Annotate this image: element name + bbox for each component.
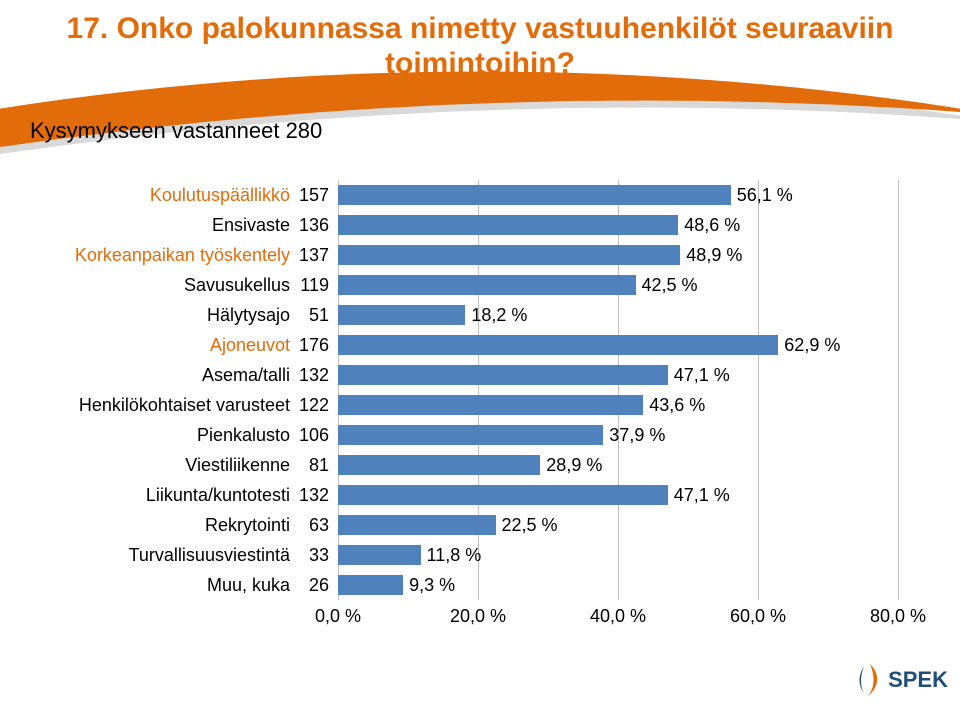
bar-row: 28,9 %: [338, 450, 602, 480]
bar: [338, 395, 643, 415]
bar: [338, 275, 636, 295]
bar-row: 11,8 %: [338, 540, 481, 570]
value-label: 22,5 %: [502, 515, 558, 536]
category-label: Rekrytointi: [60, 510, 290, 540]
category-label: Muu, kuka: [60, 570, 290, 600]
bar-row: 62,9 %: [338, 330, 840, 360]
subtitle: Kysymykseen vastanneet 280: [30, 118, 322, 144]
count-label: 157: [291, 180, 329, 210]
bar: [338, 545, 421, 565]
value-label: 62,9 %: [784, 335, 840, 356]
category-label: Ensivaste: [60, 210, 290, 240]
count-label: 176: [291, 330, 329, 360]
value-label: 43,6 %: [649, 395, 705, 416]
bar: [338, 575, 403, 595]
counts-column: 1571361371195117613212210681132633326: [291, 180, 329, 600]
plot-area: 56,1 % 48,6 % 48,9 % 42,5 % 18,2 % 62,9 % 47,1…: [338, 180, 898, 650]
x-axis-tick: 40,0 %: [590, 606, 646, 627]
x-axis-tick: 60,0 %: [730, 606, 786, 627]
bar-row: 47,1 %: [338, 360, 730, 390]
count-label: 63: [291, 510, 329, 540]
grid-line: [898, 180, 899, 600]
category-label: Koulutuspäällikkö: [60, 180, 290, 210]
value-label: 37,9 %: [609, 425, 665, 446]
title-line-1: 17. Onko palokunnassa nimetty vastuuhenk…: [0, 12, 960, 47]
page-title: 17. Onko palokunnassa nimetty vastuuhenk…: [0, 12, 960, 81]
category-label: Liikunta/kuntotesti: [60, 480, 290, 510]
category-label: Viestiliikenne: [60, 450, 290, 480]
count-label: 26: [291, 570, 329, 600]
count-label: 81: [291, 450, 329, 480]
category-label: Hälytysajo: [60, 300, 290, 330]
category-label: Korkeanpaikan työskentely: [60, 240, 290, 270]
bar: [338, 485, 668, 505]
bar: [338, 455, 540, 475]
bar: [338, 215, 678, 235]
count-label: 122: [291, 390, 329, 420]
count-label: 119: [291, 270, 329, 300]
bar-row: 18,2 %: [338, 300, 527, 330]
value-label: 28,9 %: [546, 455, 602, 476]
value-label: 47,1 %: [674, 365, 730, 386]
bar-row: 48,9 %: [338, 240, 742, 270]
count-label: 137: [291, 240, 329, 270]
count-label: 132: [291, 360, 329, 390]
spek-logo: SPEK: [854, 664, 948, 696]
category-label: Savusukellus: [60, 270, 290, 300]
x-axis: 0,0 %20,0 %40,0 %60,0 %80,0 %: [338, 606, 898, 636]
category-label: Ajoneuvot: [60, 330, 290, 360]
x-axis-tick: 80,0 %: [870, 606, 926, 627]
count-label: 33: [291, 540, 329, 570]
value-label: 48,6 %: [684, 215, 740, 236]
bar-row: 48,6 %: [338, 210, 740, 240]
bars: 56,1 % 48,6 % 48,9 % 42,5 % 18,2 % 62,9 % 47,1…: [338, 180, 898, 600]
bar-row: 22,5 %: [338, 510, 558, 540]
value-label: 18,2 %: [471, 305, 527, 326]
value-label: 9,3 %: [409, 575, 455, 596]
value-label: 48,9 %: [686, 245, 742, 266]
bar-row: 9,3 %: [338, 570, 455, 600]
bar: [338, 365, 668, 385]
bar: [338, 425, 603, 445]
count-label: 136: [291, 210, 329, 240]
category-label: Pienkalusto: [60, 420, 290, 450]
bar-row: 43,6 %: [338, 390, 705, 420]
count-label: 106: [291, 420, 329, 450]
value-label: 42,5 %: [642, 275, 698, 296]
count-label: 51: [291, 300, 329, 330]
bar-row: 42,5 %: [338, 270, 698, 300]
bar: [338, 515, 496, 535]
bar: [338, 185, 731, 205]
category-label: Asema/talli: [60, 360, 290, 390]
title-line-2: toimintoihin?: [0, 47, 960, 82]
value-label: 56,1 %: [737, 185, 793, 206]
bar-row: 56,1 %: [338, 180, 793, 210]
category-label: Henkilökohtaiset varusteet: [60, 390, 290, 420]
bar-chart: KoulutuspäällikköEnsivasteKorkeanpaikan …: [60, 180, 930, 650]
bar: [338, 245, 680, 265]
value-label: 47,1 %: [674, 485, 730, 506]
x-axis-tick: 0,0 %: [315, 606, 361, 627]
bar: [338, 335, 778, 355]
x-axis-tick: 20,0 %: [450, 606, 506, 627]
category-label: Turvallisuusviestintä: [60, 540, 290, 570]
flame-icon: [854, 664, 882, 696]
bar-row: 37,9 %: [338, 420, 665, 450]
logo-text: SPEK: [888, 667, 948, 693]
bar: [338, 305, 465, 325]
value-label: 11,8 %: [427, 545, 482, 566]
bar-row: 47,1 %: [338, 480, 730, 510]
labels-column: KoulutuspäällikköEnsivasteKorkeanpaikan …: [60, 180, 290, 600]
count-label: 132: [291, 480, 329, 510]
